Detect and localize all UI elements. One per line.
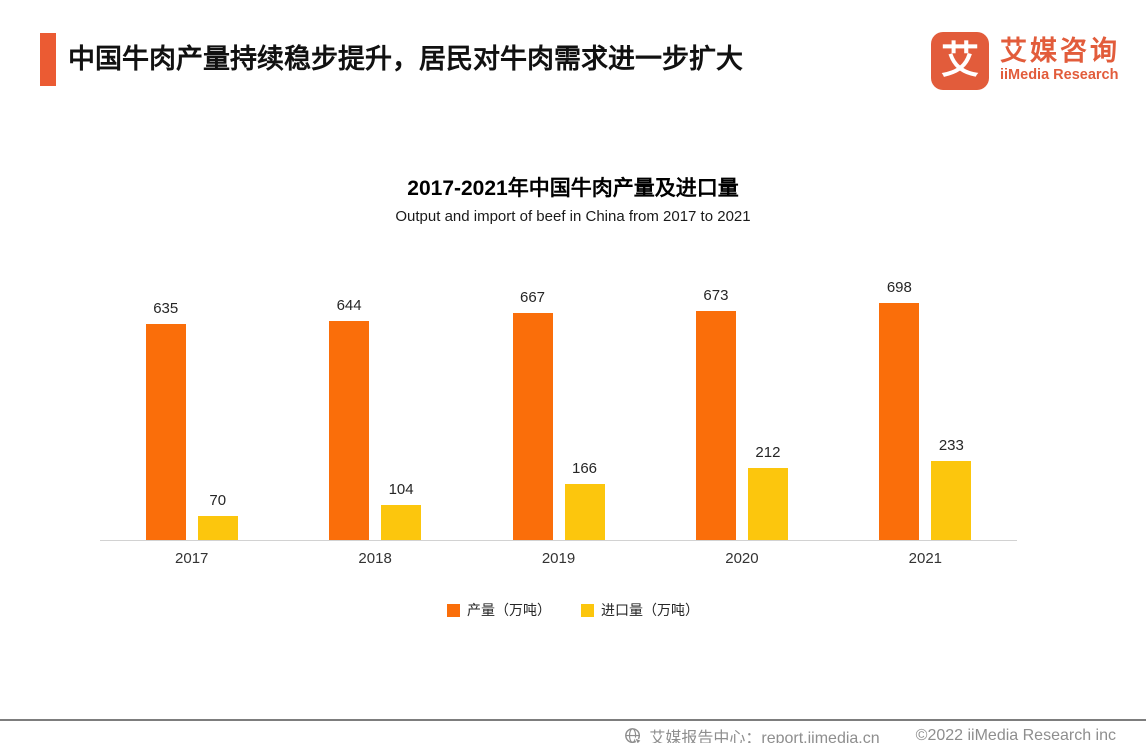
bar-column: 673: [695, 287, 736, 540]
footer-divider: [0, 719, 1146, 721]
bar-group: 667 166: [467, 289, 650, 540]
brand-logo: 艾 艾媒咨询 iiMedia Research: [931, 32, 1120, 90]
chart-title: 2017-2021年中国牛肉产量及进口量: [407, 177, 739, 200]
bar: [197, 516, 238, 540]
bar: [695, 311, 736, 540]
x-axis-label: 2020: [725, 550, 759, 567]
bar: [564, 484, 605, 540]
bar-value-label: 104: [388, 481, 414, 498]
bar-column: 667: [512, 289, 553, 540]
bar-column: 104: [381, 481, 422, 540]
bar-value-label: 233: [938, 437, 964, 454]
brand-wordmark: 艾媒咨询 iiMedia Research: [1000, 37, 1120, 84]
footer-report-center: 艾媒报告中心：report.iimedia.cn: [649, 730, 880, 743]
legend-item: 进口量（万吨）: [581, 600, 699, 620]
bar-value-label: 212: [755, 444, 781, 461]
bar: [512, 313, 553, 540]
bar-value-label: 698: [886, 279, 912, 296]
legend-label: 进口量（万吨）: [601, 602, 699, 618]
footer-copyright: ©2022 iiMedia Research inc: [915, 727, 1116, 743]
footer: 艾媒报告中心：report.iimedia.cn ©2022 iiMedia R…: [624, 724, 1116, 743]
page-title: 中国牛肉产量持续稳步提升，居民对牛肉需求进一步扩大: [68, 44, 743, 74]
x-axis-label: 2018: [358, 550, 392, 567]
bar: [329, 321, 370, 540]
bar-column: 698: [879, 279, 920, 540]
bar-column: 644: [329, 297, 370, 540]
bar-column: 635: [145, 300, 186, 540]
bar-group: 673 212: [650, 287, 833, 540]
bar-group: 644 104: [283, 297, 466, 540]
bar-column: 70: [197, 492, 238, 540]
bar: [747, 468, 788, 540]
bar: [381, 505, 422, 540]
bar-group: 635 70: [100, 300, 283, 540]
bar-value-label: 667: [520, 289, 546, 306]
bar-plot: 635 70 644 104 667 166 673 212 698 233: [100, 279, 1017, 541]
bar: [879, 303, 920, 540]
x-axis-label: 2021: [908, 550, 943, 567]
legend-swatch: [447, 603, 460, 617]
bar-column: 166: [564, 460, 605, 540]
brand-name-cn: 艾媒咨询: [1000, 36, 1120, 67]
x-axis: 2017 2018 2019 2020 2021: [100, 550, 1017, 567]
bar-value-label: 635: [153, 300, 179, 317]
legend-label: 产量（万吨）: [467, 602, 551, 618]
bar-value-label: 166: [572, 460, 598, 477]
bar-value-label: 673: [703, 287, 729, 304]
legend-item: 产量（万吨）: [447, 600, 551, 620]
bar: [145, 324, 186, 540]
x-axis-label: 2019: [541, 550, 576, 567]
bar-column: 212: [747, 444, 788, 540]
globe-cursor-icon: [625, 728, 643, 743]
chart-subtitle: Output and import of beef in China from …: [395, 208, 751, 225]
bar-value-label: 644: [336, 297, 362, 314]
bar-group: 698 233: [834, 279, 1017, 540]
iimedia-logo-icon: 艾: [931, 32, 989, 90]
brand-name-en: iiMedia Research: [1000, 67, 1119, 84]
bar: [931, 461, 972, 540]
header-accent-bar: [40, 33, 56, 86]
legend-swatch: [581, 603, 594, 617]
x-axis-label: 2017: [175, 550, 209, 567]
legend: 产量（万吨） 进口量（万吨）: [0, 600, 1146, 620]
bar-column: 233: [931, 437, 972, 540]
bar-value-label: 70: [209, 492, 227, 509]
